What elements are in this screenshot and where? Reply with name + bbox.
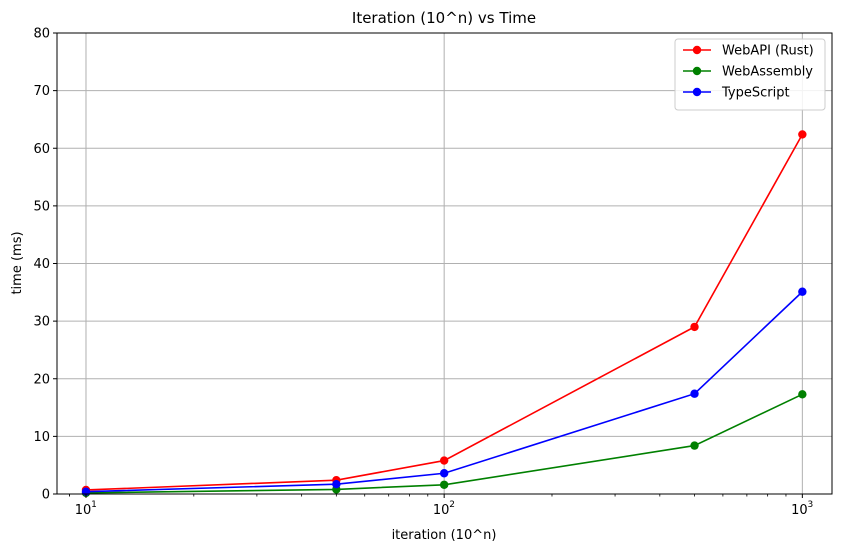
y-tick-label: 80 [33, 27, 50, 42]
y-tick-label: 20 [33, 372, 50, 387]
legend-label: TypeScript [721, 86, 790, 101]
series-point [439, 469, 449, 478]
x-axis-label: iteration (10^n) [392, 528, 497, 543]
series-point [690, 389, 699, 398]
series-layer [81, 130, 807, 498]
legend-marker [692, 66, 702, 76]
legend-label: WebAPI (Rust) [722, 44, 814, 59]
y-tick-label: 30 [33, 315, 50, 330]
legend-label: WebAssembly [722, 65, 813, 80]
x-tick-exponent: 3 [807, 500, 813, 510]
y-tick-label: 40 [33, 257, 50, 272]
legend: WebAPI (Rust) WebAssembly TypeScript [674, 38, 826, 111]
x-tick-label: 10 [75, 503, 92, 518]
series-point [439, 480, 449, 489]
legend-box [674, 38, 826, 111]
y-tick-label: 50 [33, 199, 50, 214]
series-point [332, 480, 341, 489]
x-tick-label: 10 [791, 503, 808, 518]
x-tick-exponent: 2 [449, 500, 455, 510]
series-point [690, 441, 699, 450]
series-point [439, 456, 449, 465]
series-point [690, 322, 699, 332]
series-point [798, 390, 807, 399]
legend-marker [692, 87, 702, 97]
chart-title: Iteration (10^n) vs Time [352, 9, 536, 27]
x-tick-label: 10 [433, 503, 450, 518]
y-axis-label: time (ms) [10, 231, 25, 294]
series-point [798, 130, 807, 139]
x-tick-exponent: 1 [91, 500, 97, 510]
legend-marker [692, 45, 702, 55]
y-tick-label: 10 [33, 430, 50, 445]
series-point [798, 287, 807, 296]
y-tick-label: 0 [42, 488, 50, 503]
y-tick-label: 60 [33, 142, 50, 157]
y-tick-label: 70 [33, 84, 50, 99]
